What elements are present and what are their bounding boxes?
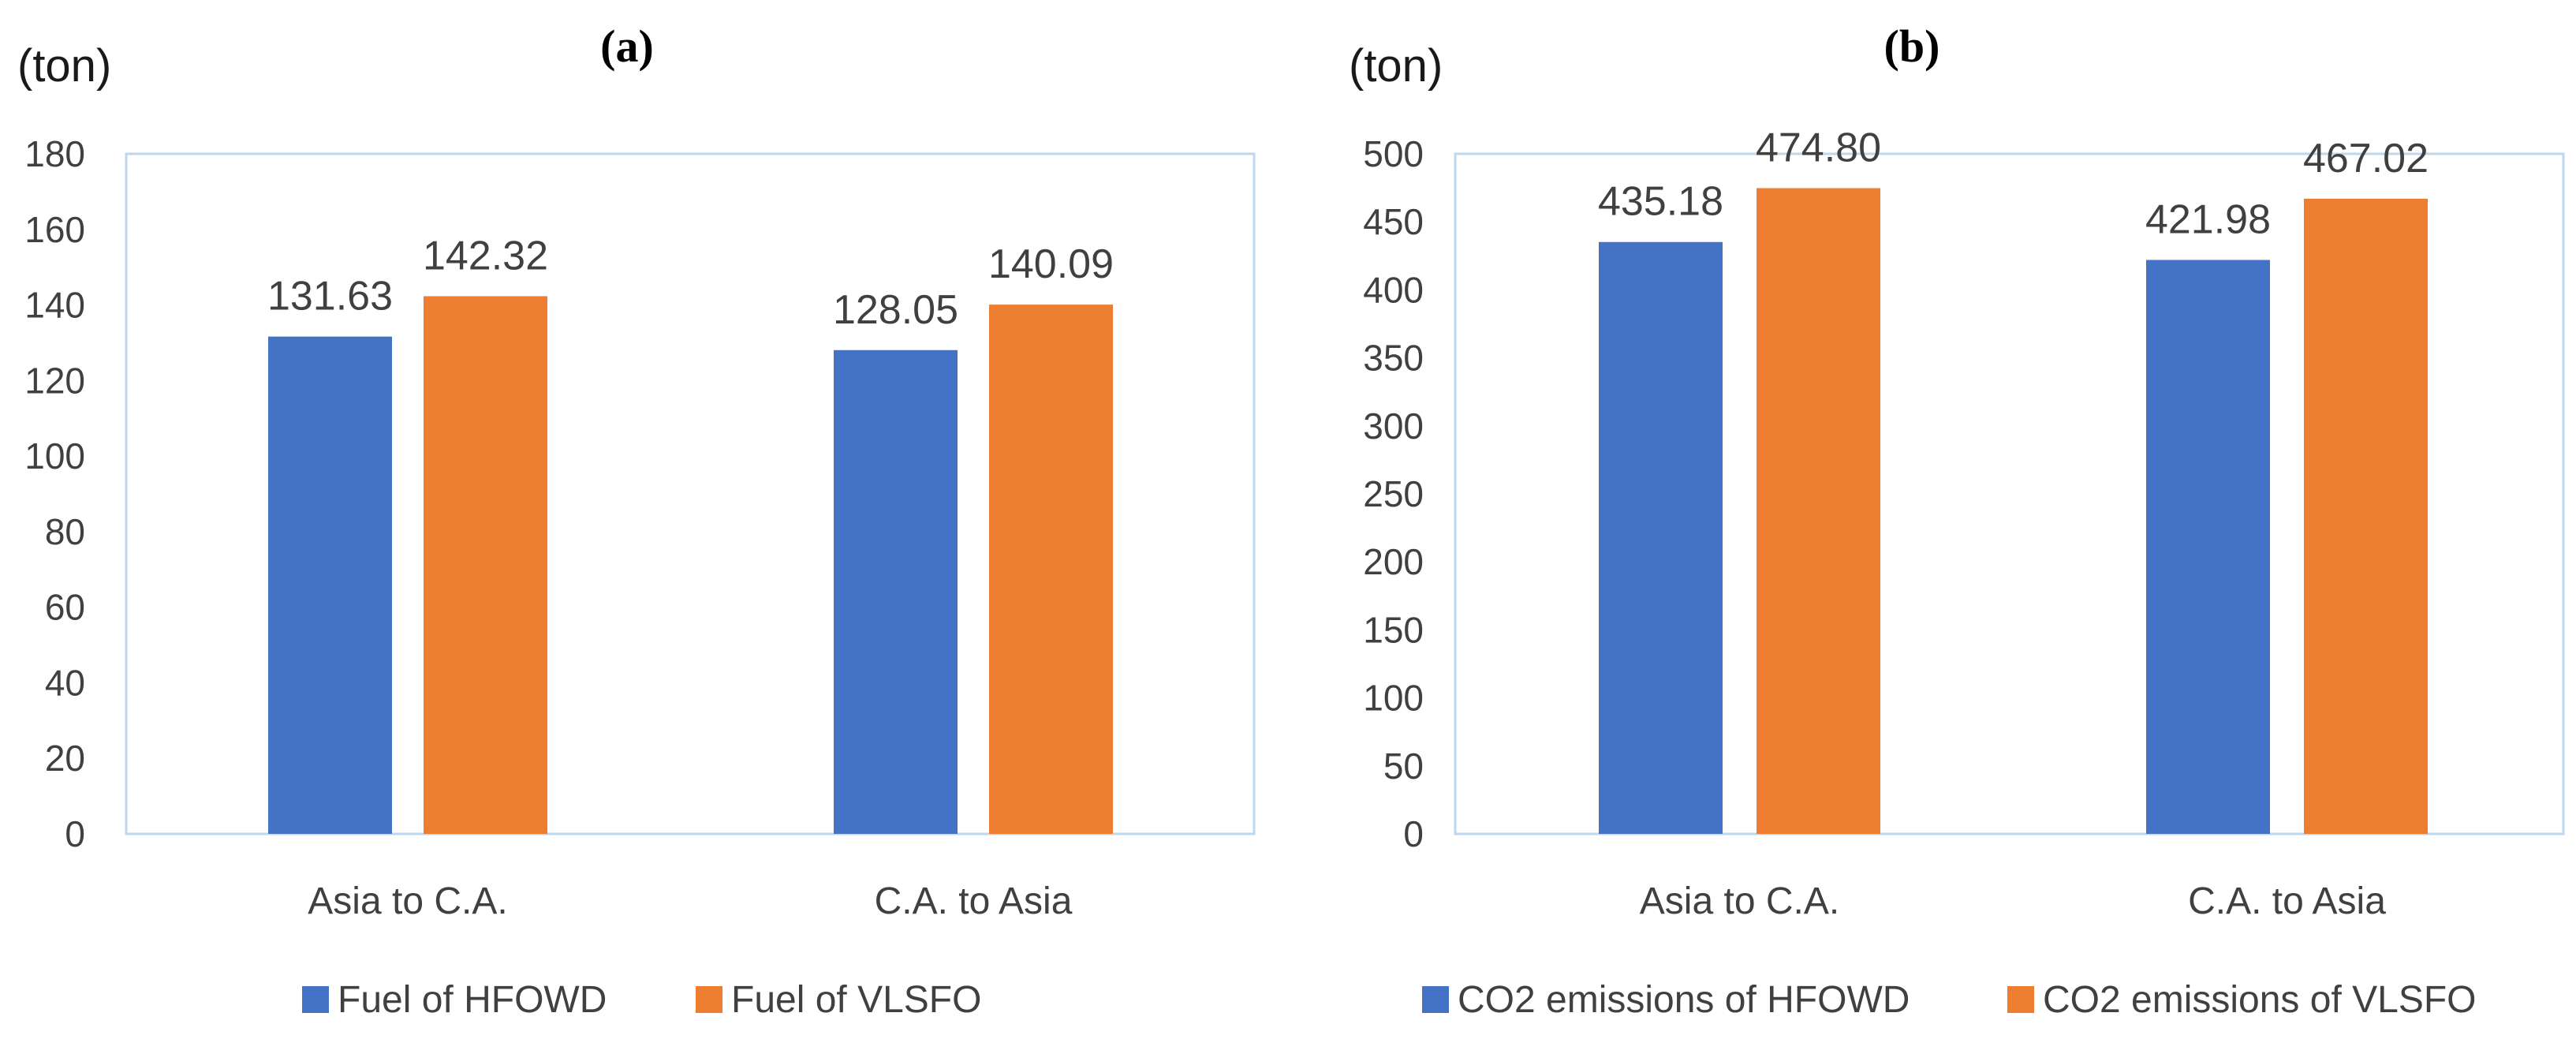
y-tick-label: 0 <box>1403 813 1424 854</box>
legend-label-series-1: Fuel of HFOWD <box>338 979 607 1021</box>
bar-series-1 <box>834 349 958 834</box>
y-tick-label: 500 <box>1363 133 1424 174</box>
data-labels: 131.63 142.32 128.05 140.09 <box>267 233 1114 332</box>
legend-swatch-series-2 <box>696 986 722 1013</box>
data-label: 467.02 <box>2303 136 2429 181</box>
data-label: 421.98 <box>2145 197 2271 243</box>
y-tick-label: 450 <box>1363 201 1424 242</box>
y-tick-label: 140 <box>24 285 85 326</box>
legend-label-series-2: CO2 emissions of VLSFO <box>2043 979 2477 1021</box>
y-axis-ticks: 0 20 40 60 80 100 120 140 160 180 <box>24 133 85 854</box>
bar-series-2 <box>989 305 1113 835</box>
x-category-label: Asia to C.A. <box>1640 880 1839 922</box>
y-tick-label: 120 <box>24 360 85 401</box>
bar-series-1 <box>2146 260 2270 834</box>
legend-label-series-1: CO2 emissions of HFOWD <box>1458 979 1910 1021</box>
y-tick-label: 100 <box>1363 678 1424 719</box>
data-label: 142.32 <box>423 233 548 278</box>
data-label: 140.09 <box>988 241 1114 287</box>
y-tick-label: 400 <box>1363 269 1424 310</box>
data-label: 435.18 <box>1598 179 1723 225</box>
y-tick-label: 50 <box>1383 746 1424 787</box>
chart-panel-a: (ton) (a) 0 20 40 60 80 100 120 140 160 180 131.6… <box>17 21 1256 1021</box>
legend: Fuel of HFOWD Fuel of VLSFO <box>302 979 981 1021</box>
plot-frame <box>1454 152 2565 835</box>
y-tick-label: 20 <box>45 738 85 779</box>
legend: CO2 emissions of HFOWD CO2 emissions of … <box>1422 979 2477 1021</box>
bar-series-2 <box>1757 188 1880 834</box>
x-axis-categories: Asia to C.A. C.A. to Asia <box>308 880 1072 922</box>
y-tick-label: 160 <box>24 209 85 250</box>
legend-swatch-series-2 <box>2007 986 2034 1013</box>
panel-title: (a) <box>600 21 654 72</box>
y-tick-label: 180 <box>24 133 85 174</box>
bars <box>268 296 1113 835</box>
x-category-label: C.A. to Asia <box>2188 880 2386 922</box>
y-tick-label: 200 <box>1363 541 1424 582</box>
plot-frame <box>125 152 1256 835</box>
panel-title: (b) <box>1884 21 1940 72</box>
y-tick-label: 0 <box>65 813 85 854</box>
unit-label: (ton) <box>17 40 111 92</box>
legend-swatch-series-1 <box>1422 986 1449 1013</box>
y-tick-label: 60 <box>45 587 85 628</box>
y-tick-label: 80 <box>45 511 85 552</box>
bars <box>1599 188 2428 834</box>
data-label: 131.63 <box>267 274 393 320</box>
y-tick-label: 300 <box>1363 406 1424 447</box>
y-tick-label: 350 <box>1363 338 1424 379</box>
bar-series-2 <box>424 296 547 835</box>
x-category-label: C.A. to Asia <box>875 880 1073 922</box>
bar-series-1 <box>268 336 392 834</box>
y-tick-label: 150 <box>1363 609 1424 650</box>
legend-label-series-2: Fuel of VLSFO <box>731 979 981 1021</box>
y-tick-label: 40 <box>45 662 85 703</box>
y-tick-label: 100 <box>24 435 85 477</box>
y-axis-ticks: 0 50 100 150 200 250 300 350 400 450 500 <box>1363 133 1424 854</box>
bar-series-2 <box>2304 198 2428 834</box>
data-label: 474.80 <box>1756 125 1881 170</box>
unit-label: (ton) <box>1349 40 1443 92</box>
chart-panel-b: (ton) (b) 0 50 100 150 200 250 300 350 400 450 500… <box>1349 21 2565 1021</box>
data-labels: 435.18 474.80 421.98 467.02 <box>1598 125 2429 242</box>
bar-series-1 <box>1599 241 1723 834</box>
x-axis-categories: Asia to C.A. C.A. to Asia <box>1640 880 2386 922</box>
legend-swatch-series-1 <box>302 986 329 1013</box>
y-tick-label: 250 <box>1363 473 1424 514</box>
data-label: 128.05 <box>833 287 958 333</box>
x-category-label: Asia to C.A. <box>308 880 507 922</box>
